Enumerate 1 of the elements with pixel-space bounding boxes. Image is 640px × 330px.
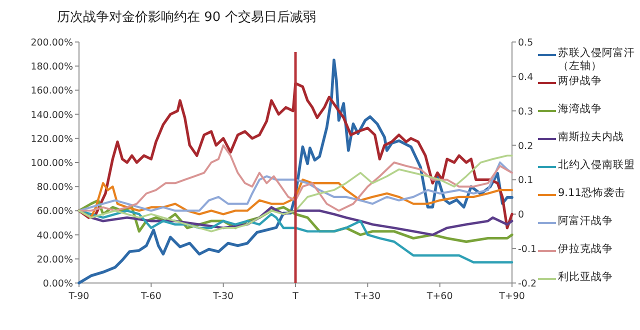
title: 历次战争对金价影响约在 90 个交易日后减弱 <box>57 10 316 25</box>
